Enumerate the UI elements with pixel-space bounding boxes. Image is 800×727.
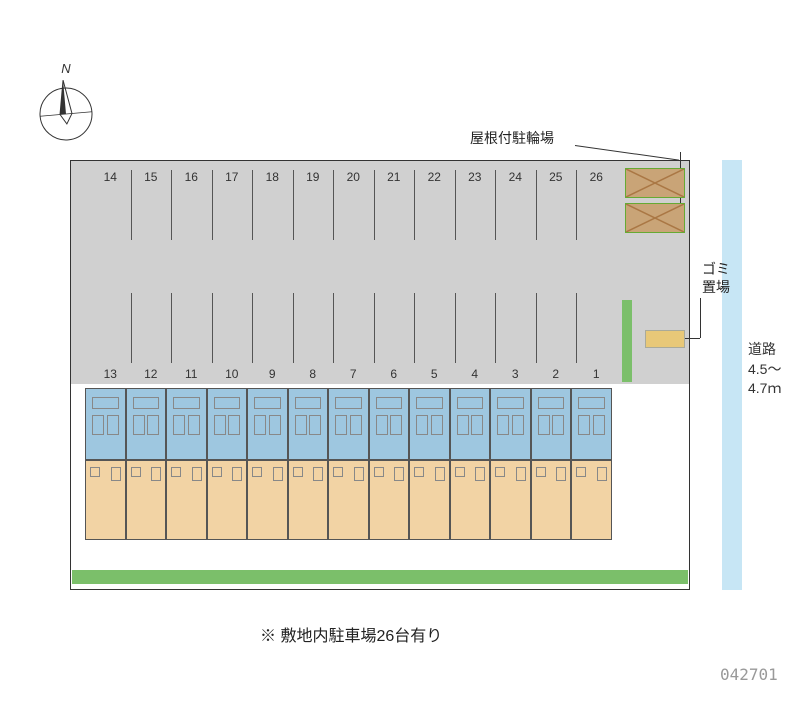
- parking-space-label: 26: [578, 170, 615, 184]
- parking-space-label: 19: [295, 170, 332, 184]
- parking-divider: [252, 170, 253, 240]
- parking-divider: [131, 293, 132, 363]
- parking-space-label: 3: [497, 367, 534, 381]
- garbage-label: ゴミ 置場: [702, 260, 730, 296]
- parking-space-label: 20: [335, 170, 372, 184]
- parking-space-label: 25: [538, 170, 575, 184]
- hedge-bottom: [72, 570, 688, 584]
- building-unit: [85, 388, 126, 540]
- bike-shed-1: [625, 168, 685, 198]
- building-unit: [247, 388, 288, 540]
- garbage-leader-v: [700, 298, 701, 338]
- parking-space-label: 17: [214, 170, 251, 184]
- plan-code: 042701: [720, 665, 778, 684]
- parking-space-label: 22: [416, 170, 453, 184]
- hedge-vertical: [622, 300, 632, 382]
- parking-divider: [536, 293, 537, 363]
- building-unit: [207, 388, 248, 540]
- parking-space-label: 8: [295, 367, 332, 381]
- parking-space-label: 21: [376, 170, 413, 184]
- parking-divider: [576, 293, 577, 363]
- parking-space-label: 13: [92, 367, 129, 381]
- parking-space-label: 7: [335, 367, 372, 381]
- parking-divider: [536, 170, 537, 240]
- parking-divider: [374, 170, 375, 240]
- parking-space-label: 14: [92, 170, 129, 184]
- building-unit: [531, 388, 572, 540]
- building-unit: [288, 388, 329, 540]
- parking-space-label: 1: [578, 367, 615, 381]
- parking-divider: [333, 170, 334, 240]
- parking-divider: [455, 293, 456, 363]
- bike-shed-leader: [575, 145, 679, 161]
- parking-divider: [495, 293, 496, 363]
- parking-divider: [212, 293, 213, 363]
- parking-space-label: 9: [254, 367, 291, 381]
- parking-space-label: 18: [254, 170, 291, 184]
- site-plan-canvas: N 道路 4.5～ 4.7ｍ 1415161718192021222324252…: [0, 0, 800, 727]
- building-unit: [166, 388, 207, 540]
- parking-divider: [333, 293, 334, 363]
- parking-divider: [414, 170, 415, 240]
- parking-divider: [171, 170, 172, 240]
- parking-divider: [293, 293, 294, 363]
- parking-space-label: 11: [173, 367, 210, 381]
- building-unit: [409, 388, 450, 540]
- parking-space-label: 6: [376, 367, 413, 381]
- parking-divider: [374, 293, 375, 363]
- parking-divider: [212, 170, 213, 240]
- building-unit: [328, 388, 369, 540]
- compass-n-label: N: [61, 62, 71, 76]
- parking-divider: [293, 170, 294, 240]
- parking-divider: [171, 293, 172, 363]
- parking-space-label: 12: [133, 367, 170, 381]
- bike-shed-2: [625, 203, 685, 233]
- garbage-area: [645, 330, 685, 348]
- parking-space-label: 10: [214, 367, 251, 381]
- building-row: [85, 388, 612, 540]
- building-unit: [571, 388, 612, 540]
- building-unit: [450, 388, 491, 540]
- road-strip: [722, 160, 742, 590]
- footnote: ※ 敷地内駐車場26台有り: [260, 622, 442, 646]
- parking-space-label: 4: [457, 367, 494, 381]
- building-unit: [369, 388, 410, 540]
- parking-space-label: 16: [173, 170, 210, 184]
- compass-rose: N: [35, 62, 97, 152]
- bike-shed-label: 屋根付駐輪場: [470, 128, 554, 148]
- road-label: 道路 4.5～ 4.7ｍ: [748, 340, 781, 399]
- parking-space-label: 2: [538, 367, 575, 381]
- parking-divider: [252, 293, 253, 363]
- parking-divider: [131, 170, 132, 240]
- parking-space-label: 23: [457, 170, 494, 184]
- parking-divider: [495, 170, 496, 240]
- parking-divider: [576, 170, 577, 240]
- building-unit: [126, 388, 167, 540]
- parking-divider: [455, 170, 456, 240]
- parking-divider: [414, 293, 415, 363]
- building-unit: [490, 388, 531, 540]
- parking-space-label: 5: [416, 367, 453, 381]
- parking-area: [71, 161, 689, 384]
- parking-space-label: 15: [133, 170, 170, 184]
- parking-space-label: 24: [497, 170, 534, 184]
